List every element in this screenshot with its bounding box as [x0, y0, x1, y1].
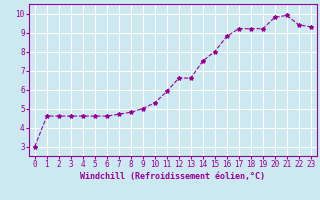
X-axis label: Windchill (Refroidissement éolien,°C): Windchill (Refroidissement éolien,°C): [80, 172, 265, 181]
